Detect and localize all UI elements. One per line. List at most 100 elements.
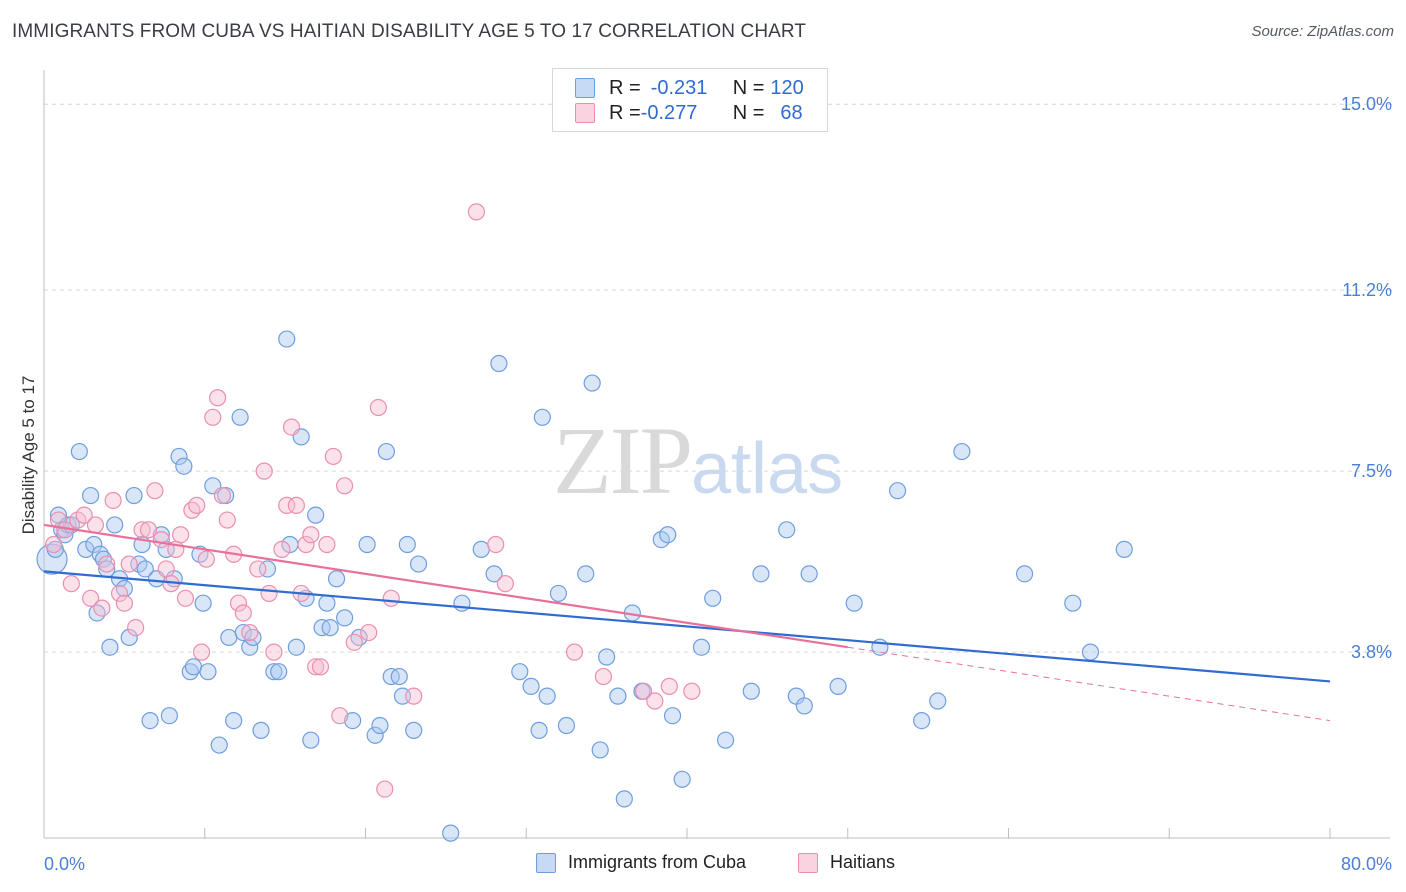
cuba-point (88, 604, 106, 622)
legend-n-label: N = (732, 76, 765, 99)
haiti-point (496, 575, 514, 593)
haiti-point (146, 482, 164, 500)
haiti-point (331, 707, 349, 725)
cuba-point (485, 565, 503, 583)
haiti-point (209, 389, 227, 407)
gridlines (44, 103, 1392, 653)
haiti-point (115, 594, 133, 612)
haiti-point (157, 560, 175, 578)
haiti-point (376, 780, 394, 798)
legend-n-value: 120 (770, 76, 804, 99)
cuba-point (270, 663, 288, 681)
cuba-point (106, 516, 124, 534)
cuba-point (659, 526, 677, 544)
cuba-point (82, 486, 100, 505)
haiti-point (62, 575, 80, 593)
haiti-point (139, 521, 158, 539)
haiti-point (255, 462, 273, 480)
cuba-point (231, 408, 249, 426)
cuba-point (199, 663, 217, 681)
haiti-point (646, 692, 664, 710)
bottom-legend: Immigrants from Cuba Haitians (0, 852, 1406, 878)
cuba-point (390, 667, 408, 686)
haiti-point (360, 623, 378, 642)
cuba-point (265, 663, 283, 681)
trend-line-haiti-extension (847, 646, 1331, 722)
cuba-point (409, 555, 428, 573)
chart-title: IMMIGRANTS FROM CUBA VS HAITIAN DISABILI… (12, 21, 807, 42)
haiti-point (660, 677, 678, 695)
haiti-point (302, 526, 320, 544)
haiti-point (98, 555, 116, 573)
y-tick-label: 3.8% (1351, 642, 1392, 662)
cuba-point (350, 628, 368, 647)
legend-n-value: 68 (780, 101, 803, 124)
cuba-point (530, 721, 548, 739)
cuba-point (241, 638, 259, 656)
cuba-point (490, 354, 508, 373)
x-tick-label-max: 80.0% (1341, 854, 1392, 874)
cuba-point (692, 638, 711, 656)
cuba-point (307, 506, 325, 524)
cuba-point (194, 594, 212, 612)
legend-swatch-cuba (575, 78, 595, 98)
bottom-legend-haiti: Haitians (798, 852, 895, 873)
trend-lines (43, 523, 1331, 722)
legend-row-cuba: R = -0.231 N = 120 (575, 76, 804, 100)
cuba-point (1015, 565, 1034, 583)
haiti-point (324, 447, 342, 466)
cuba-point (358, 535, 376, 554)
cuba-point (533, 408, 551, 426)
cuba-point (94, 550, 113, 568)
cuba-point (591, 741, 609, 759)
cuba-point (36, 543, 68, 575)
cuba-point (800, 565, 818, 583)
chart-source: Source: ZipAtlas.com (1251, 23, 1394, 40)
cuba-point (609, 687, 627, 705)
haiti-point (369, 398, 387, 417)
haiti-point (594, 667, 613, 686)
haiti-point (152, 531, 170, 549)
cuba-point (321, 619, 339, 637)
haiti-point (311, 658, 330, 676)
series-haitians (45, 203, 701, 798)
haiti-point (467, 203, 486, 221)
legend: R = -0.231 N = 120 R = -0.277 N = 68 (552, 68, 828, 132)
cuba-point (888, 482, 907, 500)
cuba-point (344, 711, 362, 730)
cuba-point (673, 770, 691, 788)
cuba-point (549, 584, 568, 603)
haiti-point (249, 560, 267, 578)
haiti-point (405, 687, 423, 705)
cuba-point (70, 442, 88, 461)
cuba-point (442, 824, 460, 842)
cuba-point (120, 628, 138, 647)
cuba-point (829, 677, 847, 695)
haiti-point (127, 619, 145, 637)
cuba-point (929, 692, 947, 710)
haiti-point (234, 604, 252, 622)
cuba-point (663, 707, 682, 725)
haiti-point (382, 589, 400, 607)
cuba-point (258, 560, 277, 578)
cuba-point (278, 330, 296, 348)
haiti-point (307, 658, 325, 676)
cuba-point (175, 457, 193, 475)
haiti-point (282, 418, 301, 436)
legend-r-label: R = (609, 101, 641, 124)
haiti-point (318, 535, 336, 554)
axes (43, 70, 1390, 839)
cuba-point (742, 682, 760, 700)
cuba-point (244, 628, 262, 647)
cuba-point (336, 609, 354, 627)
cuba-point (1115, 540, 1133, 558)
cuba-point (101, 638, 119, 656)
haiti-point (82, 589, 100, 607)
bottom-legend-cuba: Immigrants from Cuba (536, 852, 746, 873)
cuba-point (795, 697, 813, 715)
haiti-point (213, 486, 232, 505)
cuba-point (210, 736, 228, 754)
cuba-point (778, 521, 796, 539)
haiti-point (565, 643, 584, 661)
